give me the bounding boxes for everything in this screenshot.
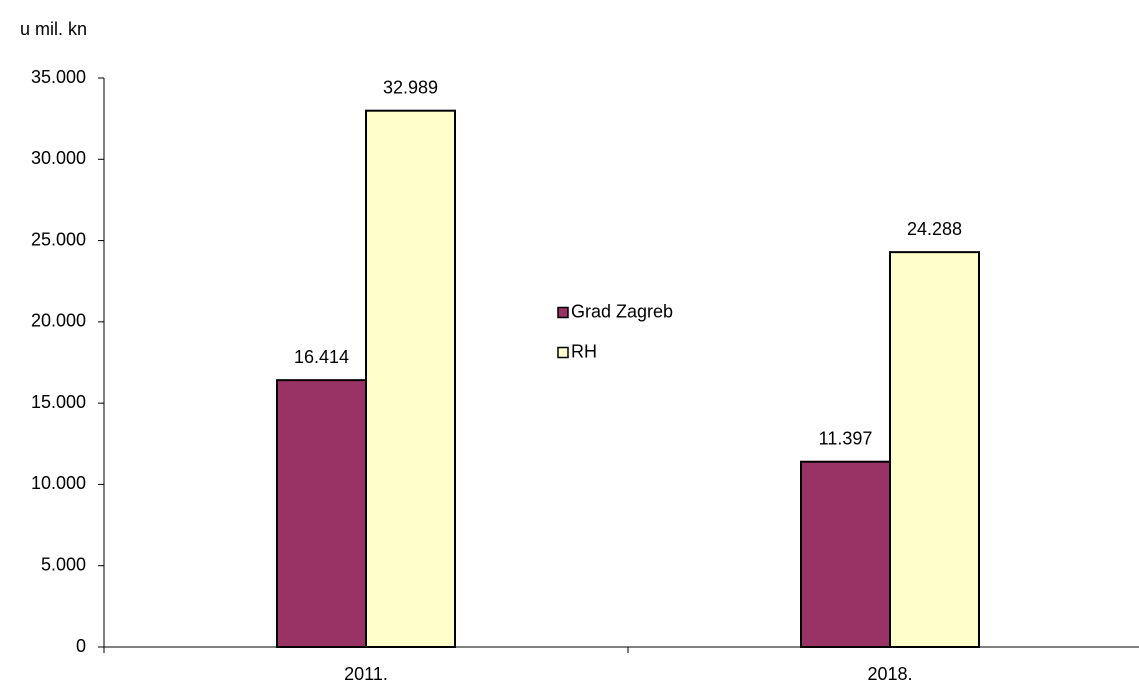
legend-label: RH [571,341,597,361]
y-tick-label: 10.000 [31,473,86,493]
value-label: 11.397 [819,428,873,448]
y-tick-label: 20.000 [31,311,86,331]
value-label: 32.989 [383,77,438,97]
y-tick-label: 15.000 [31,392,86,412]
y-tick-label: 25.000 [31,229,86,249]
bar [800,460,891,648]
legend-swatch [557,346,569,359]
y-tick-label: 35.000 [31,67,86,87]
y-axis-label: u mil. kn [20,19,87,39]
y-tick-label: 0 [76,636,86,656]
y-tick-label: 30.000 [31,148,86,168]
value-label: 16.414 [294,347,349,367]
value-label: 24.288 [907,219,962,239]
legend-label: Grad Zagreb [571,301,673,321]
legend-swatch [557,306,569,319]
y-tick-label: 5.000 [41,554,86,574]
bar [889,251,980,648]
bar [365,109,456,648]
x-tick-label: 2011. [344,664,388,684]
bar [276,379,367,648]
x-tick-label: 2018. [867,664,912,684]
